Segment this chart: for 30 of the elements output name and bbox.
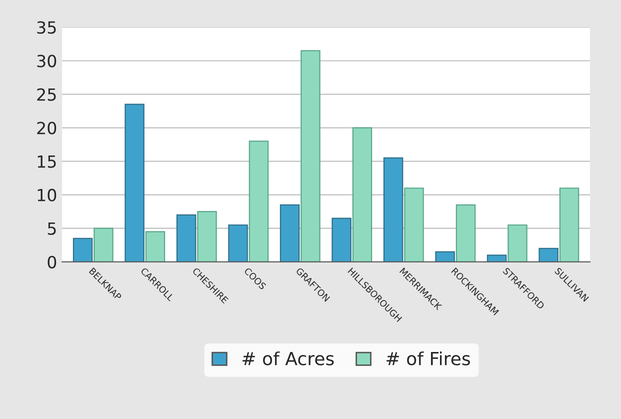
bar: [559, 188, 580, 262]
y-tick-label: 25: [37, 88, 56, 101]
bar: [404, 188, 424, 262]
bar: [435, 251, 455, 262]
bar: [486, 254, 507, 262]
y-tick-label: 35: [37, 21, 56, 34]
bar: [94, 228, 114, 262]
bar: [508, 224, 528, 262]
y-tick-label: 10: [38, 188, 56, 202]
y-tick-label: 0: [48, 256, 56, 268]
bar: [248, 140, 269, 262]
bar: [352, 127, 372, 262]
bar: [456, 204, 476, 262]
bar: [332, 218, 352, 262]
bar: [72, 238, 93, 262]
y-tick-label: 5: [48, 222, 56, 235]
y-tick-label: 15: [38, 155, 56, 168]
bar: [145, 231, 166, 262]
bar: [383, 157, 404, 262]
bar: [197, 211, 217, 262]
legend-label: # of Fires: [386, 351, 470, 366]
bar: [300, 50, 320, 262]
bar: [538, 248, 558, 262]
bar: [176, 214, 196, 262]
y-tick-label: 30: [37, 54, 56, 68]
bar: [280, 204, 300, 262]
bar: [124, 104, 144, 262]
y-tick-label: 20: [37, 122, 56, 134]
bar: [228, 224, 248, 262]
legend-label: # of Acres: [242, 351, 334, 366]
